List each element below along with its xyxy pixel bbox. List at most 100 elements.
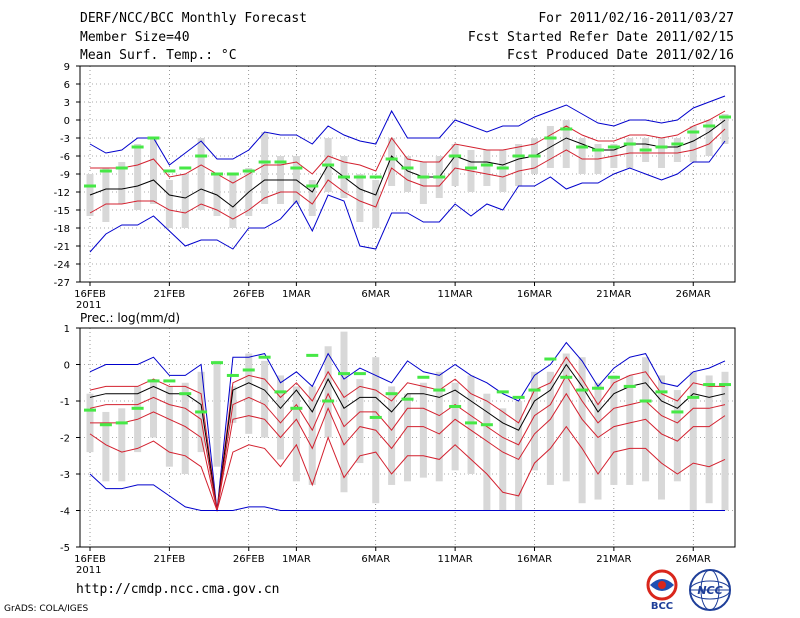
forecast-marker — [671, 142, 684, 146]
forecast-marker — [655, 390, 668, 394]
ensemble-box — [388, 138, 396, 186]
forecast-marker — [258, 160, 271, 164]
ensemble-box — [419, 162, 427, 204]
forecast-marker — [623, 384, 636, 388]
x-tick-label: 21FEB — [154, 289, 186, 300]
series-line-lower — [89, 374, 726, 511]
y-tick-label: -6 — [60, 152, 70, 163]
y-tick-label: 6 — [64, 80, 70, 91]
forecast-period: For 2011/02/16-2011/03/27 — [538, 11, 734, 26]
forecast-marker — [322, 163, 335, 167]
y-tick-label: -3 — [60, 134, 70, 145]
forecast-marker — [211, 172, 223, 176]
ensemble-box — [340, 331, 348, 493]
source-url[interactable]: http://cmdp.ncc.cma.gov.cn — [76, 582, 280, 597]
ensemble-box — [118, 408, 126, 482]
variable-label: Mean Surf. Temp.: °C — [80, 48, 237, 63]
forecast-marker — [703, 383, 716, 387]
y-tick-label: -24 — [54, 260, 70, 271]
ensemble-box — [292, 386, 300, 482]
forecast-marker — [544, 136, 557, 140]
forecast-marker — [639, 148, 652, 152]
x-tick-year: 2011 — [76, 565, 101, 576]
x-tick-year: 2011 — [76, 300, 101, 311]
ensemble-box — [213, 360, 221, 467]
forecast-marker — [274, 390, 287, 394]
y-tick-label: -3 — [60, 470, 70, 481]
ensemble-box — [705, 375, 713, 504]
ncc-logo: NCC — [689, 569, 731, 611]
ensemble-box — [181, 174, 189, 228]
ensemble-box — [245, 353, 253, 434]
series-line-lower — [89, 128, 726, 220]
forecast-marker — [528, 154, 541, 158]
forecast-marker — [84, 408, 96, 412]
forecast-marker — [496, 390, 509, 394]
y-tick-label: -27 — [54, 278, 70, 289]
forecast-marker — [417, 175, 430, 179]
forecast-marker — [226, 373, 239, 377]
forecast-marker — [226, 172, 239, 176]
forecast-marker — [353, 372, 366, 376]
x-tick-label: 6MAR — [361, 554, 390, 565]
series-line-lower2 — [90, 392, 726, 511]
ncc-logo-text: NCC — [697, 584, 722, 597]
forecast-marker — [465, 166, 477, 170]
forecast-marker — [195, 410, 208, 414]
ensemble-box — [689, 371, 697, 511]
x-tick-label: 16FEB — [74, 289, 106, 300]
precip-panel-title: Prec.: log(mm/d) — [80, 311, 180, 325]
y-tick-label: -9 — [60, 170, 70, 181]
x-tick-label: 16FEB — [74, 554, 106, 565]
ensemble-box — [261, 360, 269, 438]
ensemble-box — [150, 138, 157, 204]
forecast-marker — [131, 406, 144, 410]
forecast-marker — [242, 169, 255, 173]
forecast-marker — [592, 148, 604, 152]
series-line-mean — [89, 363, 726, 511]
ensemble-box — [546, 371, 554, 485]
forecast-marker — [401, 397, 414, 401]
ensemble-box — [578, 138, 586, 174]
series-line-upper — [90, 110, 726, 184]
ensemble-box — [562, 353, 570, 482]
forecast-marker — [99, 423, 112, 427]
x-tick-label: 26MAR — [676, 554, 711, 565]
x-tick-label: 11MAR — [438, 289, 473, 300]
ensemble-box — [150, 379, 157, 438]
series-line-upper — [89, 356, 725, 511]
ensemble-box — [467, 375, 475, 474]
forecast-marker — [560, 375, 573, 379]
series-line-max — [89, 95, 726, 166]
forecast-marker — [115, 166, 128, 170]
ensemble-box — [658, 375, 665, 500]
ensemble-box — [689, 126, 697, 162]
forecast-marker — [417, 375, 430, 379]
y-tick-label: -2 — [60, 434, 70, 445]
forecast-marker — [639, 399, 652, 403]
series-line-min — [89, 140, 726, 253]
ensemble-box — [483, 150, 491, 186]
forecast-marker — [480, 423, 493, 427]
bcc-logo: BCC — [646, 569, 678, 612]
ensemble-box — [356, 379, 364, 464]
y-tick-label: -4 — [60, 507, 70, 518]
x-tick-label: 1MAR — [282, 289, 311, 300]
forecast-marker — [719, 115, 731, 119]
ensemble-box — [499, 408, 507, 511]
member-size: Member Size=40 — [80, 30, 190, 45]
ensemble-box — [610, 375, 618, 485]
x-tick-label: 11MAR — [438, 554, 473, 565]
ensemble-box — [673, 138, 681, 162]
ensemble-box — [308, 180, 316, 216]
forecast-marker — [369, 415, 382, 419]
ensemble-box — [388, 386, 396, 485]
ensemble-box — [435, 371, 443, 482]
x-tick-label: 16MAR — [517, 554, 552, 565]
ensemble-box — [165, 180, 173, 228]
forecast-marker — [480, 163, 493, 167]
forecast-marker — [655, 145, 668, 149]
x-tick-label: 1MAR — [282, 554, 311, 565]
